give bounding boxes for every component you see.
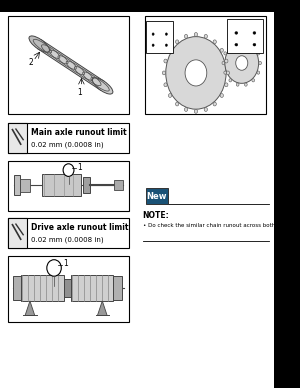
Ellipse shape (165, 44, 167, 47)
Bar (8, 218, 129, 248)
Text: New: New (147, 192, 167, 201)
Ellipse shape (213, 40, 216, 44)
Bar (83, 177, 90, 193)
Text: • Do check the similar chain runout across both...: • Do check the similar chain runout acro… (142, 223, 280, 228)
Ellipse shape (253, 43, 256, 46)
Polygon shape (98, 301, 107, 315)
Ellipse shape (165, 33, 167, 35)
Bar (113, 276, 122, 300)
Ellipse shape (194, 33, 198, 36)
Ellipse shape (226, 71, 230, 75)
Ellipse shape (152, 44, 154, 47)
Text: Drive axle runout limit: Drive axle runout limit (31, 223, 128, 232)
Ellipse shape (47, 260, 61, 276)
Bar (8, 256, 129, 322)
Ellipse shape (229, 79, 232, 82)
Polygon shape (38, 40, 104, 90)
Ellipse shape (235, 43, 238, 46)
Ellipse shape (225, 83, 228, 87)
Ellipse shape (236, 56, 248, 70)
Ellipse shape (194, 109, 198, 113)
Text: 1: 1 (77, 163, 82, 171)
Ellipse shape (166, 36, 226, 109)
Ellipse shape (92, 78, 113, 94)
Ellipse shape (222, 61, 225, 65)
Bar (71, 275, 113, 301)
Ellipse shape (253, 31, 256, 34)
Ellipse shape (225, 43, 259, 83)
Ellipse shape (252, 79, 255, 82)
Text: NOTE:: NOTE: (142, 211, 169, 220)
Ellipse shape (220, 94, 224, 97)
Ellipse shape (168, 94, 172, 97)
Ellipse shape (176, 40, 179, 44)
Ellipse shape (229, 44, 232, 47)
Ellipse shape (244, 83, 247, 86)
Ellipse shape (236, 40, 239, 43)
Polygon shape (25, 301, 35, 315)
Ellipse shape (224, 71, 226, 74)
Ellipse shape (164, 59, 167, 63)
Bar (146, 21, 173, 53)
Ellipse shape (152, 33, 154, 35)
Text: 0.02 mm (0.0008 in): 0.02 mm (0.0008 in) (31, 237, 103, 243)
Ellipse shape (236, 83, 239, 86)
Ellipse shape (184, 107, 188, 111)
Bar (64, 279, 71, 297)
Ellipse shape (176, 102, 179, 106)
Ellipse shape (257, 52, 260, 55)
Bar (42, 174, 81, 196)
Ellipse shape (244, 40, 247, 43)
Ellipse shape (213, 102, 216, 106)
FancyBboxPatch shape (146, 188, 168, 204)
Bar (8, 161, 129, 211)
Ellipse shape (185, 60, 207, 86)
Bar (14, 175, 20, 195)
Bar (8, 16, 129, 114)
Ellipse shape (235, 31, 238, 34)
Text: 2: 2 (28, 59, 33, 68)
Bar (8, 123, 129, 153)
Bar (227, 19, 263, 53)
Bar (114, 180, 123, 190)
Ellipse shape (164, 83, 167, 87)
Text: 1: 1 (64, 260, 68, 268)
Ellipse shape (224, 52, 226, 55)
Text: Main axle runout limit: Main axle runout limit (31, 128, 126, 137)
Ellipse shape (168, 48, 172, 52)
Ellipse shape (257, 71, 260, 74)
Ellipse shape (259, 61, 262, 65)
Bar (20, 178, 30, 192)
Bar (13, 276, 22, 300)
Ellipse shape (225, 59, 228, 63)
Text: 1: 1 (78, 88, 82, 97)
Ellipse shape (204, 107, 207, 111)
Ellipse shape (162, 71, 166, 75)
Ellipse shape (29, 36, 50, 52)
Ellipse shape (252, 44, 255, 47)
Ellipse shape (204, 35, 207, 38)
Ellipse shape (63, 164, 74, 177)
Bar (8, 123, 27, 153)
Bar (145, 16, 266, 114)
Ellipse shape (184, 35, 188, 38)
Bar (8, 218, 27, 248)
Text: 0.02 mm (0.0008 in): 0.02 mm (0.0008 in) (31, 142, 103, 148)
Bar (22, 275, 64, 301)
Ellipse shape (220, 48, 224, 52)
